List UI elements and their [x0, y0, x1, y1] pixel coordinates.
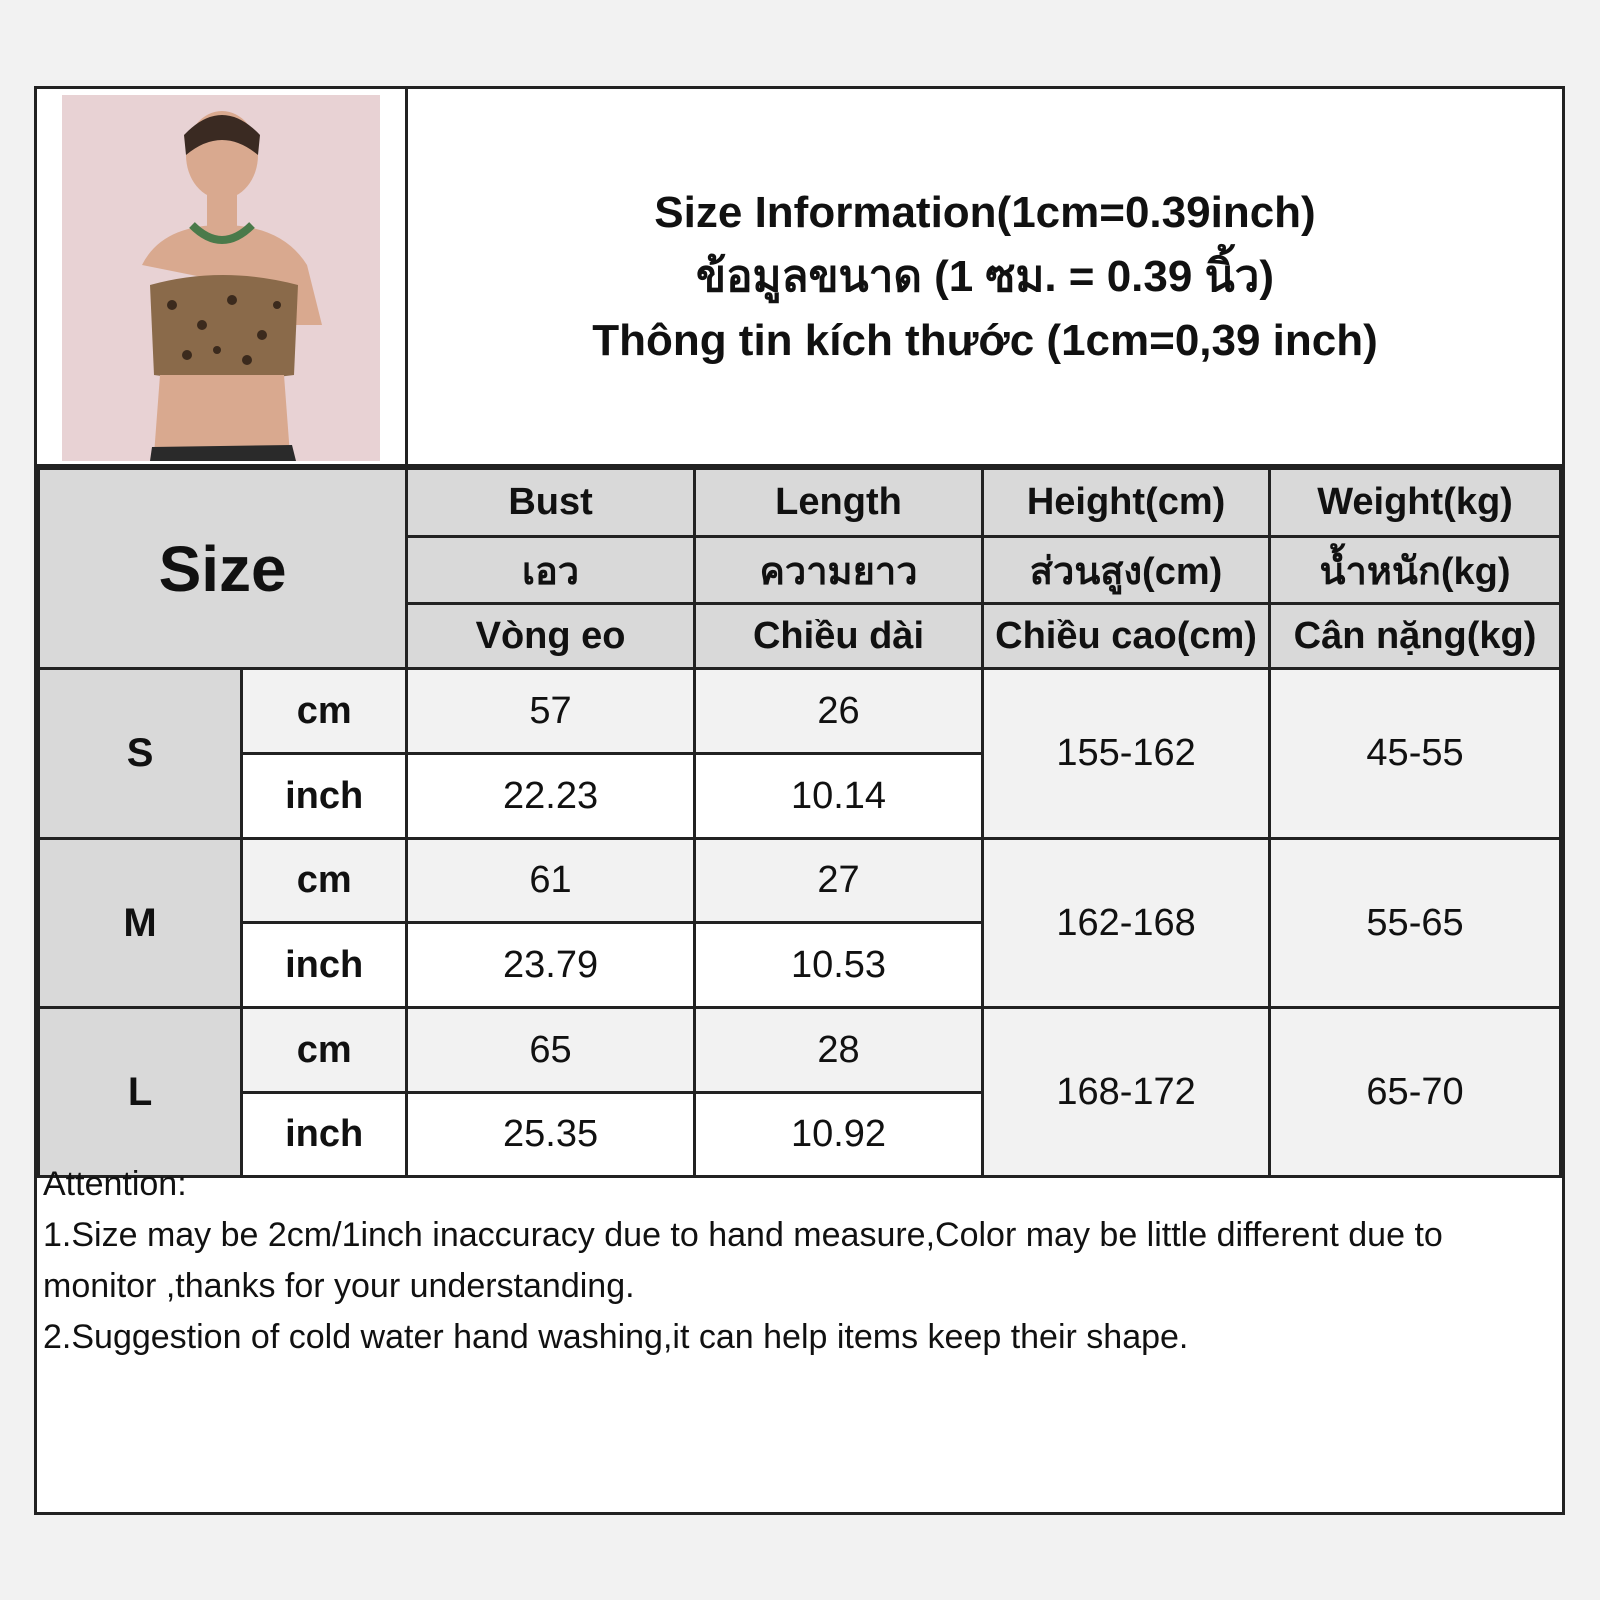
col-header-en: Bust	[405, 467, 696, 538]
col-header-en: Length	[692, 467, 985, 538]
col-header-en: Weight(kg)	[1268, 467, 1562, 538]
size-label: M	[36, 837, 244, 1009]
length-cm: 27	[692, 837, 985, 924]
size-table: Size Bust Length Height(cm) Weight(kg) เ…	[36, 467, 1562, 1178]
bust-cm: 65	[405, 1006, 696, 1094]
bust-inch: 22.23	[405, 752, 696, 840]
col-header-vi: Chiều cao(cm)	[981, 602, 1272, 670]
size-info-title: Size Information(1cm=0.39inch) ข้อมูลขนา…	[408, 89, 1562, 464]
unit-label: cm	[240, 837, 409, 924]
col-header-th: ความยาว	[692, 535, 985, 605]
length-cm: 28	[692, 1006, 985, 1094]
length-inch: 10.92	[692, 1091, 985, 1178]
unit-label: cm	[240, 667, 409, 755]
unit-label: cm	[240, 1006, 409, 1094]
col-header-en: Height(cm)	[981, 467, 1272, 538]
weight-range: 55-65	[1268, 837, 1562, 1009]
unit-label: inch	[240, 752, 409, 840]
product-photo-cell	[37, 89, 408, 464]
product-photo	[62, 95, 380, 461]
table-row: inch 22.23 10.14	[39, 752, 1561, 840]
note-item: 1.Size may be 2cm/1inch inaccuracy due t…	[43, 1216, 1443, 1305]
size-label: L	[36, 1006, 244, 1178]
length-inch: 10.53	[692, 921, 985, 1009]
col-header-vi: Chiều dài	[692, 602, 985, 670]
weight-range: 45-55	[1268, 667, 1562, 840]
attention-notes: Attention: 1.Size may be 2cm/1inch inacc…	[43, 1159, 1553, 1363]
size-label: S	[36, 667, 244, 840]
height-range: 168-172	[981, 1006, 1272, 1178]
unit-label: inch	[240, 1091, 409, 1178]
size-header: Size	[36, 467, 409, 670]
title-vi: Thông tin kích thước (1cm=0,39 inch)	[592, 315, 1378, 365]
col-header-th: เอว	[405, 535, 696, 605]
col-header-vi: Vòng eo	[405, 602, 696, 670]
length-cm: 26	[692, 667, 985, 755]
length-inch: 10.14	[692, 752, 985, 840]
bust-inch: 23.79	[405, 921, 696, 1009]
title-th: ข้อมูลขนาด (1 ซม. = 0.39 นิ้ว)	[695, 251, 1274, 301]
size-chart: Size Information(1cm=0.39inch) ข้อมูลขนา…	[34, 86, 1565, 1515]
col-header-th: ส่วนสูง(cm)	[981, 535, 1272, 605]
height-range: 155-162	[981, 667, 1272, 840]
table-row: L cm 65 28 168-172 65-70	[36, 1006, 1562, 1178]
col-header-vi: Cân nặng(kg)	[1268, 602, 1562, 670]
note-item: 2.Suggestion of cold water hand washing,…	[43, 1318, 1189, 1356]
table-row: inch 23.79 10.53	[39, 921, 1561, 1009]
chart-header: Size Information(1cm=0.39inch) ข้อมูลขนา…	[37, 89, 1562, 467]
bust-inch: 25.35	[405, 1091, 696, 1178]
table-row: S cm 57 26 155-162 45-55	[36, 667, 1562, 840]
table-row: inch 25.35 10.92	[39, 1091, 1561, 1178]
notes-heading: Attention:	[43, 1165, 187, 1203]
title-en: Size Information(1cm=0.39inch)	[654, 187, 1316, 237]
unit-label: inch	[240, 921, 409, 1009]
bust-cm: 57	[405, 667, 696, 755]
col-header-th: น้ำหนัก(kg)	[1268, 535, 1562, 605]
weight-range: 65-70	[1268, 1006, 1562, 1178]
height-range: 162-168	[981, 837, 1272, 1009]
table-row: M cm 61 27 162-168 55-65	[36, 837, 1562, 1009]
bust-cm: 61	[405, 837, 696, 924]
